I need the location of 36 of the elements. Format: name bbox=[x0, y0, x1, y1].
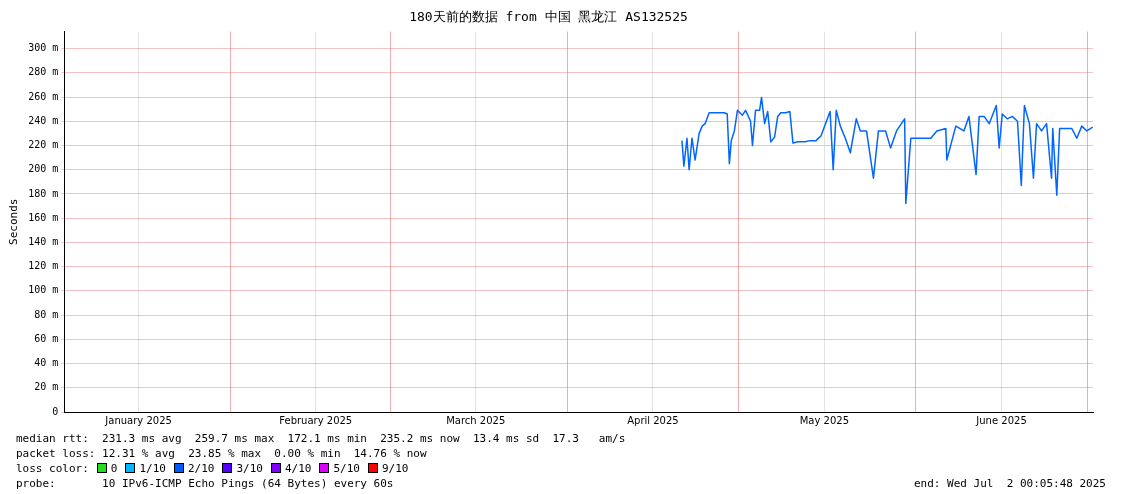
text: 2/10 bbox=[187, 462, 215, 475]
text: 4/10 bbox=[284, 462, 312, 475]
y-axis-title: Seconds bbox=[7, 198, 21, 245]
y-tick-label: 140 m bbox=[28, 235, 59, 247]
x-tick-label: March 2025 bbox=[446, 414, 506, 426]
x-tick-label: February 2025 bbox=[279, 414, 353, 426]
y-tick-label: 280 m bbox=[28, 66, 59, 78]
y-tick-label: 40 m bbox=[34, 357, 59, 369]
y-tick-label: 0 bbox=[52, 405, 59, 417]
x-tick-label: April 2025 bbox=[627, 414, 679, 426]
text: loss color: bbox=[16, 462, 89, 475]
text: 0 bbox=[110, 462, 118, 475]
y-tick-label: 120 m bbox=[28, 260, 59, 272]
y-tick-label: 240 m bbox=[28, 114, 59, 126]
y-tick-label: 220 m bbox=[28, 139, 59, 151]
text: 9/10 bbox=[381, 462, 409, 475]
text: packet loss: 12.31 % avg 23.85 % max 0.00 % min 14.76 % now bbox=[16, 446, 428, 461]
y-tick-label: 300 m bbox=[28, 42, 59, 54]
y-tick-label: 80 m bbox=[34, 308, 59, 320]
text: median rtt: 231.3 ms avg 259.7 ms max 172.1 ms min 235.2 ms now 13.4 ms sd 17.3 am/s bbox=[16, 431, 627, 446]
y-tick-label: 180 m bbox=[28, 187, 59, 199]
chart-title: 180天前的数据 from 中国 黑龙江 AS132525 bbox=[409, 9, 688, 25]
x-tick-label: January 2025 bbox=[104, 414, 172, 426]
x-tick-label: May 2025 bbox=[799, 414, 850, 426]
x-tick-label: June 2025 bbox=[975, 414, 1027, 426]
text: 1/10 bbox=[139, 462, 166, 475]
y-tick-label: 100 m bbox=[28, 284, 59, 296]
y-tick-label: 260 m bbox=[28, 90, 59, 102]
y-tick-label: 20 m bbox=[34, 381, 59, 393]
text: probe: 10 IPv6-ICMP Echo Pings (64 Bytes) every 60s bbox=[16, 477, 394, 490]
text: end: Wed Jul 2 00:05:48 2025 bbox=[913, 476, 1106, 491]
y-tick-label: 200 m bbox=[28, 163, 59, 175]
text: 3/10 bbox=[236, 462, 263, 475]
y-tick-label: 60 m bbox=[34, 332, 59, 344]
y-tick-label: 160 m bbox=[28, 211, 59, 223]
text: 5/10 bbox=[333, 462, 360, 475]
